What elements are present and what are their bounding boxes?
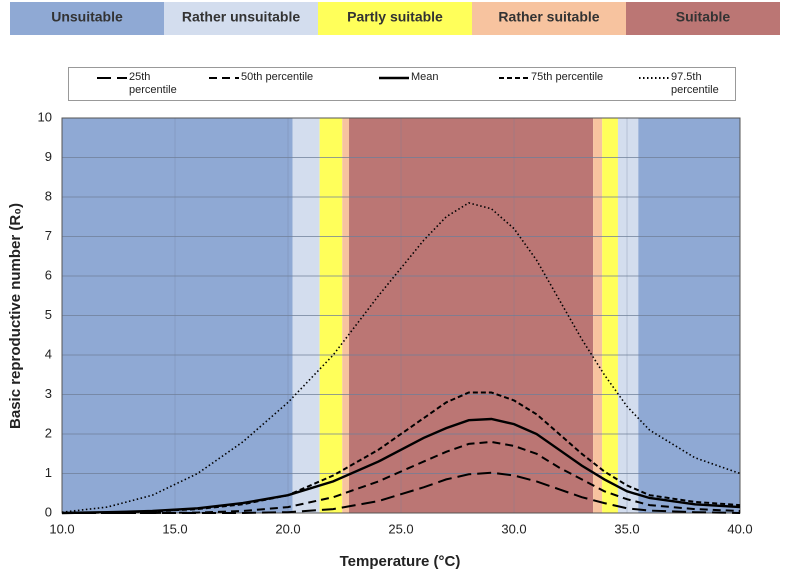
legend-label: 50th percentile: [241, 71, 314, 83]
legend-swatch: [639, 77, 669, 79]
x-axis-title: Temperature (°C): [340, 553, 461, 570]
legend-label: Mean: [411, 71, 439, 83]
y-tick-label: 7: [45, 228, 52, 243]
legend-entry: 25th percentile: [95, 71, 181, 97]
y-tick-label: 10: [38, 109, 52, 124]
legend-swatch: [209, 77, 239, 79]
y-tick-label: 1: [45, 465, 52, 480]
legend-entry: Mean: [377, 71, 471, 84]
series-line: [62, 440, 741, 514]
x-tick-label: 30.0: [501, 521, 526, 536]
zone-label: Suitable: [676, 9, 731, 25]
zone-label: Rather suitable: [498, 9, 599, 25]
x-tick-label: 25.0: [388, 521, 413, 536]
zone-label: Partly suitable: [347, 9, 443, 25]
y-tick-label: 8: [45, 188, 52, 203]
x-tick-label: 35.0: [614, 521, 639, 536]
y-tick-label: 9: [45, 149, 52, 164]
y-tick-label: 5: [45, 307, 52, 322]
y-tick-label: 3: [45, 386, 52, 401]
y-tick-label: 2: [45, 425, 52, 440]
legend-entry: 75th percentile: [497, 71, 611, 84]
zone-swatch: [626, 2, 780, 35]
y-axis-title: Basic reproductive number (R₀): [7, 203, 24, 429]
legend-label: 25th percentile: [129, 71, 177, 96]
x-tick-label: 10.0: [49, 521, 74, 536]
y-tick-label: 6: [45, 267, 52, 282]
legend-label: 97.5th percentile: [671, 71, 719, 96]
x-tick-label: 40.0: [727, 521, 752, 536]
series-line: [61, 202, 741, 513]
y-tick-label: 0: [45, 504, 52, 519]
zone-label: Rather unsuitable: [182, 9, 300, 25]
legend-swatch: [499, 77, 529, 79]
x-tick-label: 20.0: [275, 521, 300, 536]
legend-swatch: [379, 76, 409, 80]
legend-entry: 50th percentile: [207, 71, 351, 84]
y-tick-label: 4: [45, 346, 52, 361]
zone-label: Unsuitable: [51, 9, 123, 25]
legend-swatch: [97, 77, 127, 79]
x-tick-label: 15.0: [162, 521, 187, 536]
zone-swatch: [472, 2, 626, 35]
legend-label: 75th percentile: [531, 71, 604, 83]
series-line: [61, 417, 741, 515]
series-line: [61, 391, 741, 514]
legend-entry: 97.5th percentile: [637, 71, 741, 97]
zone-swatch: [318, 2, 472, 35]
plot-frame: [61, 117, 741, 514]
legend: 25th percentile 50th percentile Mean 75th p…: [68, 67, 736, 101]
zone-swatch: [10, 2, 164, 35]
zone-swatch: [164, 2, 318, 35]
